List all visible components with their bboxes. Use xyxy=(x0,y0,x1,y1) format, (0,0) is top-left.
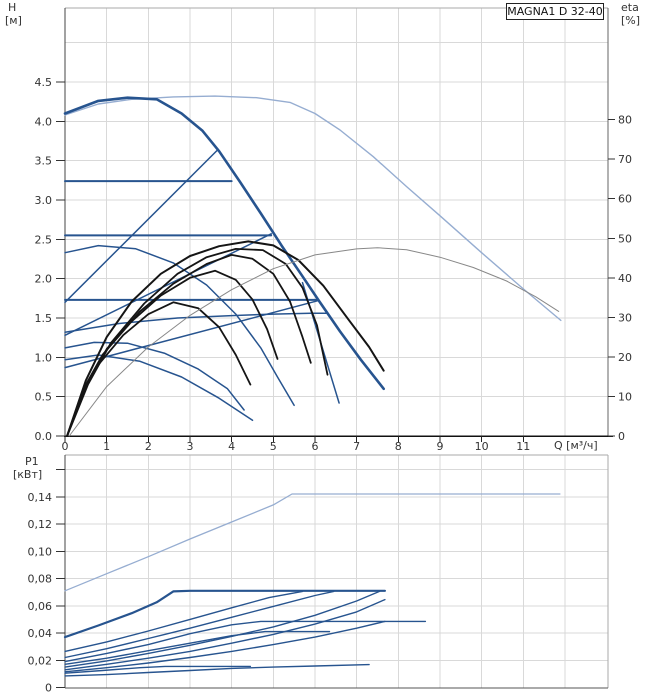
h-axis-label: H xyxy=(8,1,17,14)
svg-text:50: 50 xyxy=(618,232,632,245)
p1-axis-unit: [кВт] xyxy=(13,468,43,481)
svg-text:0,10: 0,10 xyxy=(28,545,53,558)
p1-set-h xyxy=(64,665,252,674)
eta-speed-2 xyxy=(66,269,279,437)
svg-text:30: 30 xyxy=(618,311,632,324)
svg-text:10: 10 xyxy=(618,390,632,403)
svg-text:1.0: 1.0 xyxy=(35,351,53,364)
svg-text:0,06: 0,06 xyxy=(28,600,53,613)
svg-text:0,12: 0,12 xyxy=(28,518,53,531)
qh-speed-3 xyxy=(64,244,295,407)
qh-speed-2 xyxy=(64,312,328,333)
svg-text:2.5: 2.5 xyxy=(35,233,53,246)
svg-text:3.0: 3.0 xyxy=(35,194,53,207)
p1-max-twin xyxy=(64,493,561,592)
prop-pressure-1 xyxy=(64,148,219,304)
svg-text:20: 20 xyxy=(618,351,632,364)
p1-set-f xyxy=(64,598,386,671)
p1-max-single xyxy=(63,589,386,639)
svg-text:3.5: 3.5 xyxy=(35,155,53,168)
p1-set-e xyxy=(64,590,381,668)
svg-text:6: 6 xyxy=(311,440,318,453)
q-axis-label: Q [м³/ч] xyxy=(554,439,598,452)
svg-text:70: 70 xyxy=(618,153,632,166)
svg-text:40: 40 xyxy=(618,272,632,285)
svg-text:0: 0 xyxy=(62,440,69,453)
p1-set-d xyxy=(64,630,331,665)
qh-max-twin xyxy=(64,95,562,322)
p1-set-a xyxy=(64,590,304,653)
svg-text:0,02: 0,02 xyxy=(28,654,53,667)
qh-max-single xyxy=(63,96,385,391)
qh-min-2 xyxy=(64,341,245,411)
eta-max-twin xyxy=(68,247,560,437)
qh-min-1 xyxy=(64,354,254,422)
svg-text:5: 5 xyxy=(270,440,277,453)
pump-model-badge: MAGNA1 D 32-40 xyxy=(506,3,604,20)
svg-text:0.5: 0.5 xyxy=(35,391,53,404)
svg-text:2.0: 2.0 xyxy=(35,273,53,286)
svg-text:0,08: 0,08 xyxy=(28,573,53,586)
h-axis-unit: [м] xyxy=(5,14,22,27)
eta-axis-unit: [%] xyxy=(621,14,641,27)
prop-pressure-3 xyxy=(64,299,319,369)
p1-set-c xyxy=(64,620,427,663)
svg-text:60: 60 xyxy=(618,193,632,206)
svg-text:0: 0 xyxy=(618,430,625,443)
svg-text:0: 0 xyxy=(45,682,52,695)
svg-text:0,14: 0,14 xyxy=(28,491,53,504)
svg-text:10: 10 xyxy=(475,440,489,453)
svg-text:11: 11 xyxy=(516,440,530,453)
eta-speed-1 xyxy=(66,301,252,437)
svg-text:80: 80 xyxy=(618,114,632,127)
svg-text:2: 2 xyxy=(145,440,152,453)
svg-text:1.5: 1.5 xyxy=(35,312,53,325)
svg-text:4: 4 xyxy=(228,440,235,453)
svg-text:4.0: 4.0 xyxy=(35,115,53,128)
svg-text:7: 7 xyxy=(353,440,360,453)
svg-text:1: 1 xyxy=(103,440,110,453)
p1-set-g xyxy=(64,620,386,673)
prop-pressure-2 xyxy=(64,233,272,337)
p1-axis-label: P1 xyxy=(25,455,39,468)
p1-set-b xyxy=(64,590,335,659)
svg-text:9: 9 xyxy=(436,440,443,453)
svg-text:3: 3 xyxy=(186,440,193,453)
svg-text:8: 8 xyxy=(395,440,402,453)
eta-axis-label: eta xyxy=(621,1,639,14)
svg-text:4.5: 4.5 xyxy=(35,76,53,89)
svg-text:0.0: 0.0 xyxy=(35,430,53,443)
svg-text:0,04: 0,04 xyxy=(28,627,53,640)
p1-set-i xyxy=(64,663,370,677)
eta-max-single xyxy=(66,240,385,437)
